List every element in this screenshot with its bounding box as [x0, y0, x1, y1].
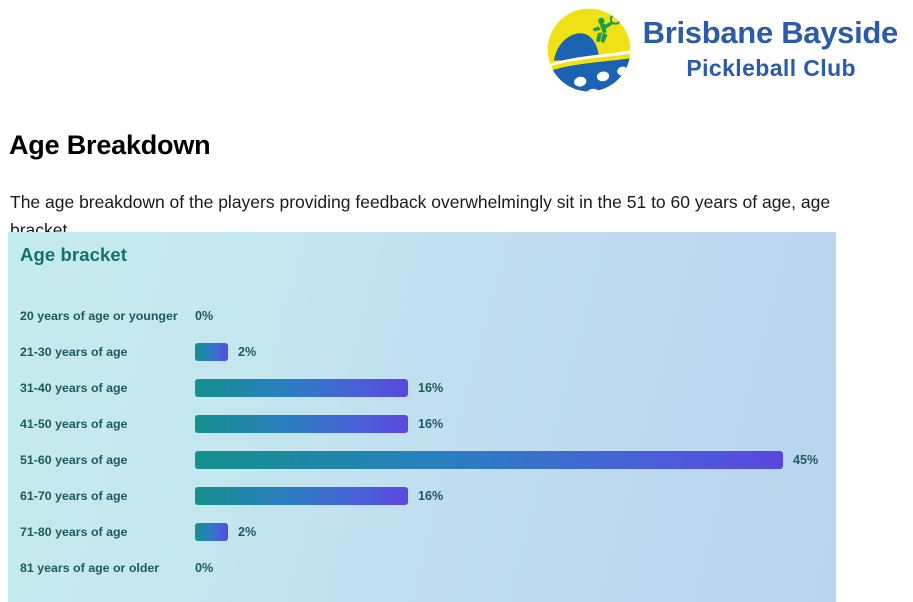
bar-fill[interactable]: [195, 379, 408, 397]
bar-track: 16%: [195, 487, 443, 505]
bar-fill[interactable]: [195, 343, 228, 361]
bar-category-label: 41-50 years of age: [20, 417, 128, 431]
bar-row: 51-60 years of age 45%: [8, 442, 836, 478]
bar-value-label: 0%: [195, 309, 214, 323]
bar-value-label: 2%: [238, 525, 257, 539]
bar-track: 2%: [195, 343, 256, 361]
bar-track: 45%: [195, 451, 818, 469]
bar-value-label: 16%: [418, 489, 444, 503]
page-header: Brisbane Bayside Pickleball Club: [0, 0, 913, 100]
bar-track: 2%: [195, 523, 256, 541]
club-name-line1: Brisbane Bayside: [642, 14, 899, 50]
age-breakdown-chart: Age bracket 20 years of age or younger 0%…: [8, 232, 836, 602]
bar-value-label: 16%: [418, 417, 444, 431]
bar-fill[interactable]: [195, 451, 783, 469]
chart-bars-area: 20 years of age or younger 0% 21-30 years …: [8, 298, 836, 586]
bar-track: 0%: [195, 559, 213, 577]
bar-category-label: 81 years of age or older: [20, 561, 160, 575]
chart-title: Age bracket: [20, 244, 128, 265]
club-logo: Brisbane Bayside Pickleball Club: [545, 6, 898, 94]
bar-track: 16%: [195, 379, 443, 397]
bar-category-label: 71-80 years of age: [20, 525, 128, 539]
club-name: Brisbane Bayside Pickleball Club: [642, 14, 899, 84]
bar-value-label: 45%: [793, 453, 819, 467]
page-title: Age Breakdown: [9, 130, 211, 161]
bar-category-label: 20 years of age or younger: [20, 309, 178, 323]
pickleball-globe-icon: [547, 8, 630, 92]
bar-track: 0%: [195, 307, 213, 325]
bar-row: 81 years of age or older 0%: [8, 550, 836, 586]
bar-value-label: 16%: [418, 381, 444, 395]
club-name-line2: Pickleball Club: [686, 54, 856, 81]
bar-row: 61-70 years of age 16%: [8, 478, 836, 514]
bar-fill[interactable]: [195, 523, 228, 541]
bar-row: 41-50 years of age 16%: [8, 406, 836, 442]
bar-fill[interactable]: [195, 415, 408, 433]
bar-fill[interactable]: [195, 487, 408, 505]
bar-row: 71-80 years of age 2%: [8, 514, 836, 550]
bar-value-label: 2%: [238, 345, 257, 359]
bar-category-label: 31-40 years of age: [20, 381, 128, 395]
bar-category-label: 61-70 years of age: [20, 489, 128, 503]
bar-row: 21-30 years of age 2%: [8, 334, 836, 370]
bar-value-label: 0%: [195, 561, 214, 575]
bar-track: 16%: [195, 415, 443, 433]
bar-category-label: 51-60 years of age: [20, 453, 128, 467]
bar-row: 31-40 years of age 16%: [8, 370, 836, 406]
bar-row: 20 years of age or younger 0%: [8, 298, 836, 334]
bar-category-label: 21-30 years of age: [20, 345, 128, 359]
